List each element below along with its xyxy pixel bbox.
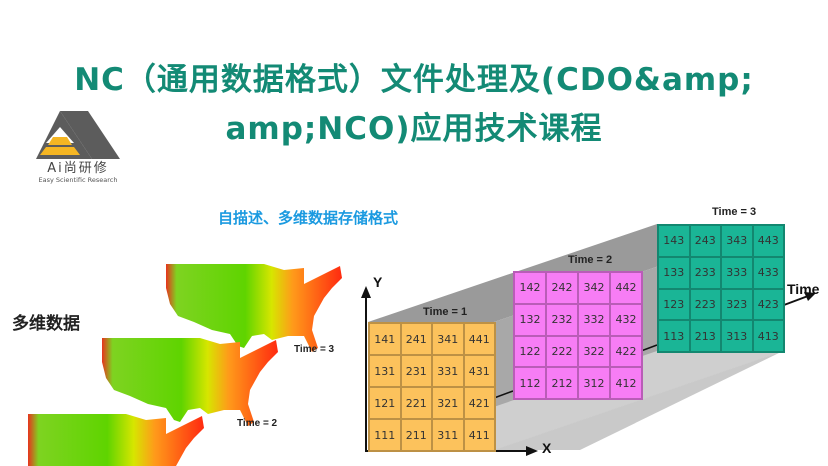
grid-cell: 441 xyxy=(463,323,495,355)
time-axis-label: Time xyxy=(787,281,820,297)
grid-cell: 443 xyxy=(752,225,784,257)
grid-cell: 121 xyxy=(369,387,401,419)
grid-cell: 423 xyxy=(752,288,784,321)
multidimensional-data-label: 多维数据 xyxy=(12,314,80,334)
map-time-3 xyxy=(166,264,342,352)
course-title-line1: NC（通用数据格式）文件处理及(CDO&amp; xyxy=(74,62,754,98)
grid-cell: 211 xyxy=(400,419,432,451)
section-subtitle: 自描述、多维数据存储格式 xyxy=(218,209,399,227)
y-axis-label: Y xyxy=(373,274,383,290)
grid-cell: 323 xyxy=(721,288,753,321)
grid-cell: 132 xyxy=(514,303,546,336)
logo-brand: Ai尚研修 xyxy=(47,161,109,176)
grid-cell: 311 xyxy=(432,419,464,451)
grid-cell: 212 xyxy=(546,367,578,399)
grid-cell: 421 xyxy=(463,387,495,419)
grid-cell: 322 xyxy=(578,335,610,368)
grid-cell: 331 xyxy=(432,355,464,387)
x-axis-label: X xyxy=(542,440,552,456)
grid-cell: 142 xyxy=(514,272,546,304)
grid-cell: 313 xyxy=(721,320,753,352)
grid-cell: 333 xyxy=(721,256,753,289)
slice-time-1-label: Time = 1 xyxy=(423,306,468,318)
grid-cell: 111 xyxy=(369,419,401,451)
logo-tagline: Easy Scientific Research xyxy=(38,176,118,184)
grid-cell: 213 xyxy=(689,320,721,352)
grid-cell: 113 xyxy=(658,320,690,352)
slice-grid-time-3: 143 243 343 443 133 233 333 433 123 223 … xyxy=(657,224,785,353)
grid-cell: 431 xyxy=(463,355,495,387)
grid-cell: 133 xyxy=(658,256,690,289)
grid-cell: 411 xyxy=(463,419,495,451)
tent-logo-icon xyxy=(36,111,120,159)
grid-cell: 413 xyxy=(752,320,784,352)
course-title-line2: amp;NCO)应用技术课程 xyxy=(225,111,603,147)
grid-cell: 342 xyxy=(578,272,610,304)
grid-cell: 412 xyxy=(610,367,642,399)
slice-grid-time-2: 142 242 342 442 132 232 332 432 122 222 … xyxy=(513,271,643,400)
grid-cell: 123 xyxy=(658,288,690,321)
map-time-2-label: Time = 2 xyxy=(237,418,278,429)
grid-cell: 242 xyxy=(546,272,578,304)
map-time-3-label: Time = 3 xyxy=(294,344,335,355)
grid-cell: 223 xyxy=(689,288,721,321)
grid-cell: 321 xyxy=(432,387,464,419)
map-time-1 xyxy=(28,414,204,466)
slice-time-3-label: Time = 3 xyxy=(712,206,757,218)
grid-cell: 112 xyxy=(514,367,546,399)
grid-cell: 233 xyxy=(689,256,721,289)
slice-time-2-label: Time = 2 xyxy=(568,254,613,266)
grid-cell: 122 xyxy=(514,335,546,368)
grid-cell: 222 xyxy=(546,335,578,368)
grid-cell: 332 xyxy=(578,303,610,336)
grid-cell: 343 xyxy=(721,225,753,257)
slice-grid-time-1: 141 241 341 441 131 231 331 431 121 221 … xyxy=(368,322,496,452)
grid-cell: 432 xyxy=(610,303,642,336)
grid-cell: 442 xyxy=(610,272,642,304)
grid-cell: 341 xyxy=(432,323,464,355)
map-time-2 xyxy=(102,338,278,426)
grid-cell: 232 xyxy=(546,303,578,336)
grid-cell: 221 xyxy=(400,387,432,419)
grid-cell: 422 xyxy=(610,335,642,368)
grid-cell: 141 xyxy=(369,323,401,355)
grid-cell: 143 xyxy=(658,225,690,257)
grid-cell: 231 xyxy=(400,355,432,387)
grid-cell: 433 xyxy=(752,256,784,289)
grid-cell: 243 xyxy=(689,225,721,257)
grid-cell: 131 xyxy=(369,355,401,387)
grid-cell: 312 xyxy=(578,367,610,399)
grid-cell: 241 xyxy=(400,323,432,355)
